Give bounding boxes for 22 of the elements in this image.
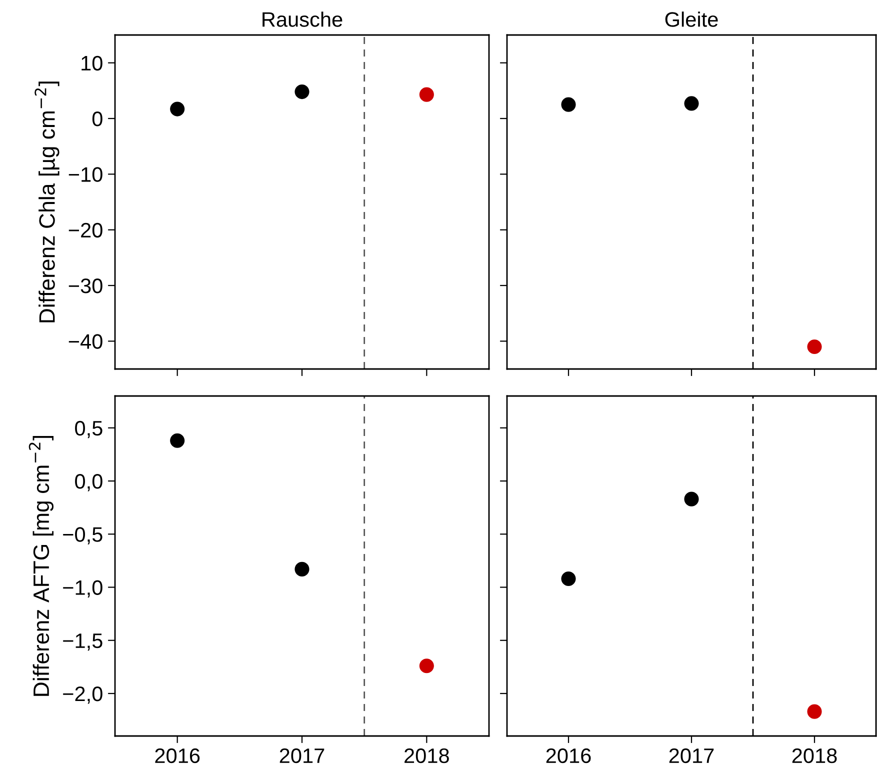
y-tick-label: −1,0	[63, 580, 102, 598]
x-tick-label: 2018	[404, 748, 449, 764]
y-tick-label: −1,5	[63, 634, 102, 651]
x-tick-label: 2017	[669, 748, 714, 764]
x-tick-label: 2016	[546, 748, 591, 764]
y-tick-label: −0,5	[63, 527, 102, 544]
x-tick-label: 2016	[155, 748, 200, 764]
y-tick-label: −40	[68, 334, 102, 349]
y-tick-label: −10	[68, 167, 102, 182]
y-tick-label: 0	[92, 112, 102, 126]
y-tick-label: −20	[68, 222, 102, 238]
y-axis-title: Differenz Chla [µg cm$^{−2}$]	[34, 82, 60, 322]
chart-title: Gleite	[665, 12, 718, 27]
y-axis-title: Differenz AFTG [mg cm$^{−2}$]	[28, 436, 54, 696]
y-tick-label: −30	[68, 278, 102, 294]
y-tick-label: 0,0	[75, 474, 102, 492]
chart-title: Rausche	[262, 12, 342, 27]
y-tick-label: 0,5	[75, 420, 102, 438]
x-tick-label: 2018	[792, 748, 837, 764]
y-tick-label: 10	[82, 56, 102, 71]
y-tick-label: −2,0	[63, 686, 102, 704]
x-tick-label: 2017	[280, 748, 324, 764]
